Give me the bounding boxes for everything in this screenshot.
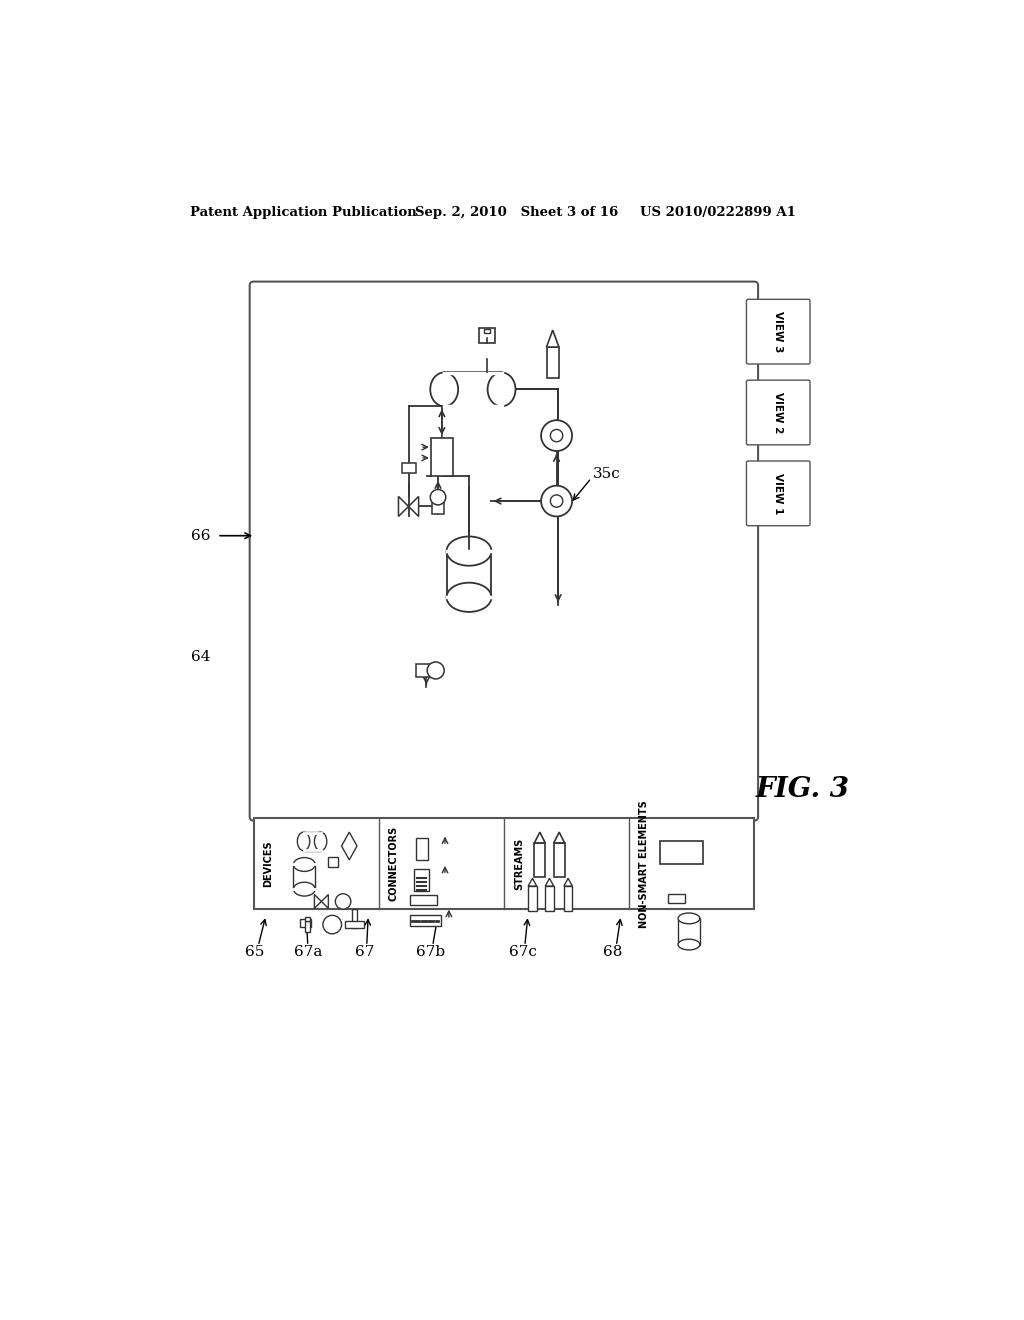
FancyBboxPatch shape xyxy=(746,380,810,445)
Text: 67a: 67a xyxy=(294,945,322,958)
Ellipse shape xyxy=(294,882,315,896)
Bar xyxy=(294,865,315,890)
Polygon shape xyxy=(314,895,322,908)
Bar xyxy=(545,886,554,911)
FancyBboxPatch shape xyxy=(250,281,758,821)
Text: DEVICES: DEVICES xyxy=(263,841,273,887)
Text: VIEW 2: VIEW 2 xyxy=(773,392,783,433)
FancyBboxPatch shape xyxy=(746,461,810,525)
Bar xyxy=(328,857,338,867)
Bar xyxy=(416,838,428,859)
Bar xyxy=(411,895,437,906)
Bar xyxy=(483,329,489,333)
Bar xyxy=(479,327,495,343)
Text: US 2010/0222899 A1: US 2010/0222899 A1 xyxy=(640,206,796,219)
Circle shape xyxy=(430,490,445,506)
Text: STREAMS: STREAMS xyxy=(514,838,524,890)
Bar xyxy=(535,843,545,876)
Text: 67b: 67b xyxy=(416,945,444,958)
Text: 67c: 67c xyxy=(509,945,538,958)
Text: 66: 66 xyxy=(191,529,211,543)
Text: Sep. 2, 2010   Sheet 3 of 16: Sep. 2, 2010 Sheet 3 of 16 xyxy=(415,206,618,219)
Ellipse shape xyxy=(294,858,315,871)
Ellipse shape xyxy=(487,372,515,407)
Circle shape xyxy=(541,486,572,516)
Ellipse shape xyxy=(678,940,699,950)
Bar xyxy=(668,894,685,903)
Bar xyxy=(528,886,537,911)
Bar xyxy=(564,886,572,911)
Polygon shape xyxy=(547,330,559,347)
Bar xyxy=(345,921,364,928)
Text: 35c: 35c xyxy=(593,467,621,480)
Polygon shape xyxy=(545,878,554,886)
Circle shape xyxy=(427,663,444,678)
Bar xyxy=(660,841,702,865)
Ellipse shape xyxy=(446,536,492,566)
Bar xyxy=(416,664,431,677)
Bar xyxy=(431,438,453,477)
Text: VIEW 3: VIEW 3 xyxy=(773,312,783,352)
Circle shape xyxy=(541,420,572,451)
Ellipse shape xyxy=(446,582,492,612)
Bar xyxy=(444,372,502,407)
Polygon shape xyxy=(409,496,419,516)
Bar xyxy=(432,499,444,515)
Polygon shape xyxy=(554,832,564,843)
Bar xyxy=(300,919,310,927)
Text: 65: 65 xyxy=(245,945,264,958)
Bar xyxy=(305,917,310,921)
Ellipse shape xyxy=(314,832,327,850)
Ellipse shape xyxy=(678,913,699,924)
Polygon shape xyxy=(342,832,357,859)
Polygon shape xyxy=(322,895,329,908)
Text: CONNECTORS: CONNECTORS xyxy=(389,826,398,902)
Text: Patent Application Publication: Patent Application Publication xyxy=(190,206,417,219)
Polygon shape xyxy=(564,878,572,886)
Bar xyxy=(352,909,357,928)
Text: 67: 67 xyxy=(355,945,375,958)
Bar xyxy=(414,869,429,891)
Polygon shape xyxy=(398,496,409,516)
Circle shape xyxy=(550,429,563,442)
Bar xyxy=(401,462,416,474)
Ellipse shape xyxy=(297,832,310,850)
Circle shape xyxy=(323,915,342,933)
Bar xyxy=(446,552,492,598)
Polygon shape xyxy=(528,878,537,886)
Circle shape xyxy=(550,495,563,507)
Bar xyxy=(305,921,310,932)
Text: 68: 68 xyxy=(603,945,623,958)
Bar xyxy=(254,818,755,909)
Bar xyxy=(303,832,321,850)
Text: FIG. 3: FIG. 3 xyxy=(756,776,850,804)
FancyBboxPatch shape xyxy=(746,300,810,364)
Text: VIEW 1: VIEW 1 xyxy=(773,473,783,513)
Bar xyxy=(547,347,559,378)
Bar xyxy=(678,919,699,945)
Bar xyxy=(554,843,564,876)
Text: NON-SMART ELEMENTS: NON-SMART ELEMENTS xyxy=(639,800,649,928)
Text: 64: 64 xyxy=(191,651,211,664)
Ellipse shape xyxy=(430,372,458,407)
Polygon shape xyxy=(535,832,545,843)
Bar xyxy=(411,915,441,927)
Circle shape xyxy=(335,894,351,909)
